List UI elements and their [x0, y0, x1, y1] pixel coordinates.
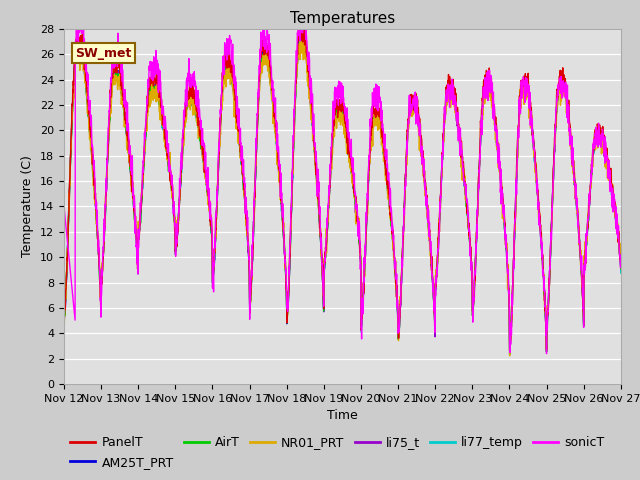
li77_temp	[371, 116, 379, 122]
PanelT	[216, 137, 223, 143]
PanelT	[371, 108, 379, 114]
li75_t	[504, 284, 512, 289]
PanelT	[300, 24, 308, 30]
AirT	[296, 37, 304, 43]
sonicT	[298, 7, 306, 13]
PanelT	[504, 276, 512, 282]
li75_t	[584, 225, 591, 231]
li77_temp	[506, 347, 513, 352]
Line: sonicT: sonicT	[64, 10, 621, 354]
li77_temp	[216, 149, 223, 155]
AirT	[371, 118, 379, 124]
NR01_PRT	[301, 33, 308, 39]
li77_temp	[617, 270, 625, 276]
X-axis label: Time: Time	[327, 409, 358, 422]
sonicT	[568, 133, 576, 139]
li75_t	[617, 264, 625, 270]
Line: AirT: AirT	[64, 40, 621, 355]
NR01_PRT	[216, 152, 223, 157]
AM25T_PRT	[568, 151, 576, 156]
sonicT	[617, 252, 625, 258]
AM25T_PRT	[371, 110, 379, 116]
sonicT	[359, 308, 367, 313]
sonicT	[371, 95, 379, 101]
li75_t	[371, 117, 379, 123]
AirT	[359, 306, 367, 312]
PanelT	[568, 143, 576, 149]
AirT	[60, 318, 68, 324]
NR01_PRT	[584, 224, 591, 230]
AM25T_PRT	[359, 303, 367, 309]
li77_temp	[60, 319, 68, 325]
NR01_PRT	[506, 353, 513, 359]
Line: li75_t: li75_t	[64, 40, 621, 355]
li77_temp	[568, 149, 576, 155]
sonicT	[60, 204, 68, 209]
PanelT	[617, 264, 625, 270]
AM25T_PRT	[543, 349, 550, 355]
PanelT	[584, 221, 591, 227]
sonicT	[584, 217, 591, 223]
Title: Temperatures: Temperatures	[290, 11, 395, 26]
li77_temp	[359, 307, 367, 313]
AM25T_PRT	[617, 267, 625, 273]
Line: li77_temp: li77_temp	[64, 39, 621, 349]
PanelT	[543, 347, 550, 353]
Line: AM25T_PRT: AM25T_PRT	[64, 39, 621, 352]
AM25T_PRT	[296, 36, 304, 42]
NR01_PRT	[371, 114, 379, 120]
AM25T_PRT	[60, 320, 68, 325]
AM25T_PRT	[584, 226, 591, 231]
li77_temp	[300, 36, 308, 42]
Y-axis label: Temperature (C): Temperature (C)	[22, 156, 35, 257]
sonicT	[216, 148, 223, 154]
NR01_PRT	[60, 311, 68, 316]
sonicT	[504, 272, 512, 277]
li75_t	[216, 147, 223, 153]
li75_t	[60, 313, 68, 319]
Line: PanelT: PanelT	[64, 27, 621, 350]
NR01_PRT	[568, 164, 576, 169]
li77_temp	[584, 225, 591, 230]
li75_t	[506, 352, 513, 358]
AirT	[568, 153, 576, 159]
NR01_PRT	[359, 295, 367, 300]
AirT	[504, 281, 512, 287]
Legend: PanelT, AM25T_PRT, AirT, NR01_PRT, li75_t, li77_temp, sonicT: PanelT, AM25T_PRT, AirT, NR01_PRT, li75_…	[70, 436, 605, 468]
li75_t	[300, 37, 307, 43]
li77_temp	[504, 282, 512, 288]
li75_t	[568, 153, 576, 158]
Text: SW_met: SW_met	[75, 47, 131, 60]
NR01_PRT	[504, 282, 512, 288]
sonicT	[543, 351, 550, 357]
NR01_PRT	[617, 265, 625, 271]
AirT	[506, 352, 513, 358]
AirT	[216, 145, 223, 151]
AirT	[584, 220, 591, 226]
PanelT	[60, 315, 68, 321]
Line: NR01_PRT: NR01_PRT	[64, 36, 621, 356]
li75_t	[359, 305, 367, 311]
AM25T_PRT	[216, 144, 223, 149]
PanelT	[359, 300, 367, 306]
AirT	[617, 266, 625, 272]
AM25T_PRT	[504, 282, 512, 288]
